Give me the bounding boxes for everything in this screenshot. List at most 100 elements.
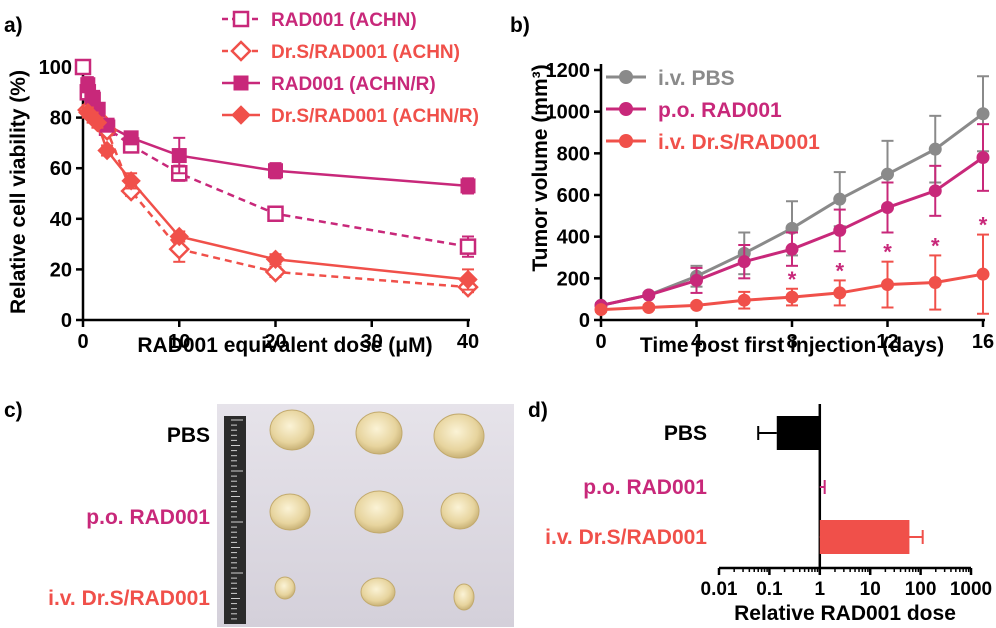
x-tick-label: 1 xyxy=(815,579,826,600)
chart-a-legend: RAD001 (ACHN) Dr.S/RAD001 (ACHN) RAD001 (A… xyxy=(222,10,479,127)
x-tick-label: 40 xyxy=(457,331,479,353)
data-point xyxy=(97,140,117,161)
photo-row-label-po-rad001: p.o. RAD001 xyxy=(86,506,210,529)
legend-label: i.v. PBS xyxy=(658,67,735,90)
x-tick-label: 1000 xyxy=(950,579,992,600)
panel-label-c: c) xyxy=(4,399,23,422)
chart-d-x-axis-label: Relative RAD001 dose xyxy=(734,602,956,625)
data-point xyxy=(881,201,894,214)
legend-label: Dr.S/RAD001 (ACHN) xyxy=(271,42,460,63)
y-tick-label: 400 xyxy=(557,227,590,249)
y-tick-label: 800 xyxy=(557,143,590,165)
data-point xyxy=(121,171,141,191)
chart-b-y-axis-label: Tumor volume (mm³) xyxy=(529,64,552,271)
legend-marker xyxy=(619,70,633,84)
y-tick-label: 100 xyxy=(39,57,72,79)
x-tick-label: 0.01 xyxy=(701,579,738,600)
data-point xyxy=(881,167,894,181)
data-point xyxy=(168,238,191,260)
bar xyxy=(776,416,820,450)
x-tick-label: 10 xyxy=(860,579,881,600)
legend-marker xyxy=(231,105,251,125)
legend-marker xyxy=(233,75,249,91)
category-label: i.v. Dr.S/RAD001 xyxy=(545,526,707,549)
data-point xyxy=(833,223,847,237)
photo-row-label-iv-drs-rad001: i.v. Dr.S/RAD001 xyxy=(48,587,210,610)
x-tick-label: 100 xyxy=(905,579,937,600)
y-tick-label: 0 xyxy=(61,310,72,332)
data-point xyxy=(85,89,101,105)
data-point xyxy=(976,267,990,281)
data-point xyxy=(264,261,287,283)
tumor-photo-panel: PBS p.o. RAD001 i.v. Dr.S/RAD001 xyxy=(48,404,514,627)
data-point xyxy=(833,192,847,206)
data-point xyxy=(268,163,283,179)
data-point xyxy=(833,286,847,300)
legend-label: Dr.S/RAD001 (ACHN/R) xyxy=(271,106,479,127)
data-point xyxy=(459,238,477,255)
tumor-specimen xyxy=(453,583,475,611)
data-point xyxy=(785,242,799,256)
tumor-specimen xyxy=(274,576,296,600)
data-point xyxy=(171,148,187,164)
significance-star: * xyxy=(788,267,797,292)
x-tick-label: 12 xyxy=(876,331,898,353)
chart-a-x-axis-label: RAD001 equivalent dose (μM) xyxy=(137,334,432,357)
y-tick-label: 20 xyxy=(50,259,72,281)
chart-b: 0 200 400 600 800 1000 1200 0 4 8 12 16 * * * * * i.v. … xyxy=(529,60,994,357)
y-tick-label: 1000 xyxy=(546,102,591,124)
data-point xyxy=(928,142,942,156)
data-point xyxy=(74,58,92,76)
significance-star: * xyxy=(835,258,844,283)
panel-label-b: b) xyxy=(510,14,530,37)
chart-a-axes: 0 20 40 60 80 100 0 10 20 30 40 xyxy=(39,57,480,353)
data-point xyxy=(881,278,894,292)
y-tick-label: 80 xyxy=(50,108,72,130)
significance-star: * xyxy=(883,240,892,265)
legend-marker xyxy=(232,10,250,28)
chart-b-x-axis-label: Time post first injection (days) xyxy=(640,334,944,357)
tumor-specimen xyxy=(269,409,315,451)
legend-marker xyxy=(619,134,633,148)
data-point xyxy=(642,301,656,314)
significance-star: * xyxy=(931,233,940,258)
legend-marker xyxy=(230,40,252,62)
data-point xyxy=(458,269,478,290)
tumor-specimen xyxy=(433,413,485,459)
legend-marker xyxy=(619,102,633,116)
data-point xyxy=(594,303,608,317)
legend-label: RAD001 (ACHN) xyxy=(271,10,417,31)
chart-d-marks: PBS p.o. RAD001 i.v. Dr.S/RAD001 xyxy=(545,416,924,554)
y-tick-label: 1200 xyxy=(546,60,591,82)
x-tick-label: 10 xyxy=(168,331,190,353)
x-tick-label: 8 xyxy=(786,331,797,353)
tumor-specimen xyxy=(440,492,480,530)
data-point xyxy=(976,151,990,164)
legend-label: RAD001 (ACHN/R) xyxy=(271,74,436,95)
data-point xyxy=(928,184,942,198)
category-label: p.o. RAD001 xyxy=(583,476,707,499)
tumor-specimen xyxy=(355,411,403,455)
x-tick-label: 30 xyxy=(361,331,383,353)
panel-label-a: a) xyxy=(4,14,23,37)
legend-label: p.o. RAD001 xyxy=(658,99,782,122)
data-point xyxy=(642,288,656,302)
series-line xyxy=(86,109,469,289)
data-point xyxy=(460,178,476,194)
y-tick-label: 40 xyxy=(50,209,72,231)
significance-star: * xyxy=(979,213,988,238)
data-point xyxy=(785,290,799,304)
y-tick-label: 600 xyxy=(557,185,590,207)
tumor-specimen xyxy=(354,490,404,534)
x-tick-label: 4 xyxy=(691,331,703,353)
data-point xyxy=(737,255,751,269)
data-point xyxy=(690,298,703,312)
x-tick-label: 0 xyxy=(595,331,606,353)
data-point xyxy=(928,276,942,289)
photo-row-label-pbs: PBS xyxy=(167,424,210,447)
x-tick-label: 0 xyxy=(77,331,88,353)
chart-d-axes: 0.01 0.1 1 10 100 1000 xyxy=(701,404,992,600)
category-label: PBS xyxy=(664,422,707,445)
y-tick-label: 60 xyxy=(50,158,72,180)
